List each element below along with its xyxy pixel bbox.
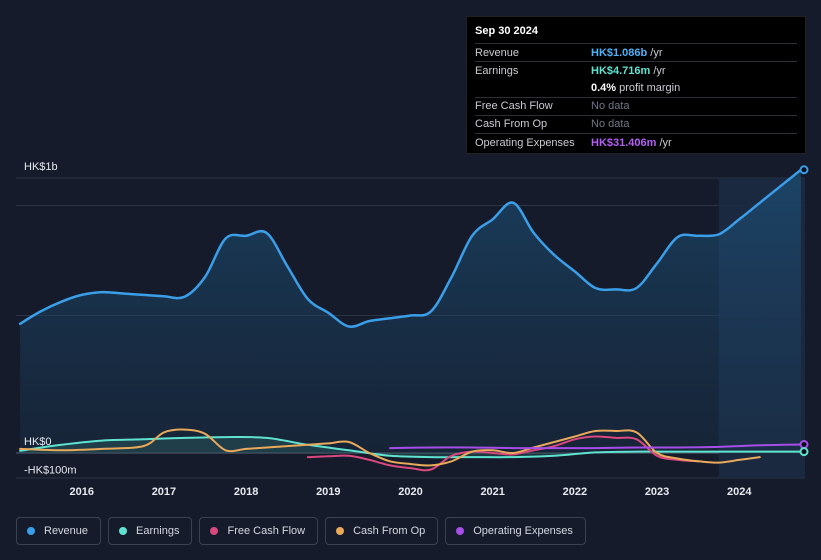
series-layer: [18, 165, 809, 472]
legend-dot-icon: [336, 527, 345, 535]
earnings-end-marker: [799, 447, 809, 457]
y-axis-labels: HK$1b HK$0 -HK$100m: [24, 161, 77, 477]
revenue-end-marker: [799, 165, 809, 175]
revenue-line: [18, 168, 803, 328]
x-tick-label: 2020: [398, 486, 422, 498]
legend-item-operating-expenses[interactable]: Operating Expenses: [445, 517, 586, 545]
revenue-area: [20, 169, 801, 454]
free-cash-flow-line: [306, 435, 700, 472]
y-tick-label: HK$1b: [24, 161, 58, 173]
tooltip-revenue-value: HK$1.086b: [591, 46, 648, 59]
legend-item-revenue[interactable]: Revenue: [16, 517, 102, 545]
tooltip-row-cfo: Cash From Op No data: [475, 114, 797, 133]
operating-expenses-line: [389, 443, 802, 450]
tooltip-row-margin: 0.4% profit margin: [475, 79, 797, 96]
legend-dot-icon: [210, 527, 219, 535]
tooltip-label: Revenue: [475, 46, 520, 59]
legend-label: Operating Expenses: [473, 525, 573, 537]
x-tick-label: 2023: [645, 486, 669, 498]
tooltip-row-earnings: Earnings HK$4.716m /yr: [475, 61, 797, 79]
tooltip-row-opex: Operating Expenses HK$31.406m /yr: [475, 132, 797, 151]
tooltip-label: Operating Expenses: [475, 136, 575, 149]
x-tick-label: 2017: [152, 486, 176, 498]
tooltip-label: Free Cash Flow: [475, 100, 553, 113]
tooltip-date: Sep 30 2024: [475, 25, 538, 37]
tooltip-unit: /yr: [659, 136, 672, 149]
chart-legend: Revenue Earnings Free Cash Flow Cash Fro…: [16, 517, 586, 545]
tooltip-row-revenue: Revenue HK$1.086b /yr: [475, 43, 797, 61]
tooltip-margin-value: 0.4%: [591, 81, 617, 94]
legend-dot-icon: [456, 527, 465, 535]
tooltip-label: Cash From Op: [475, 118, 548, 131]
earnings-line: [19, 436, 802, 459]
y-tick-label: HK$0: [24, 436, 52, 448]
legend-label: Revenue: [44, 525, 89, 537]
x-tick-label: 2022: [563, 486, 587, 498]
tooltip-fcf-value: No data: [591, 100, 630, 113]
x-tick-label: 2021: [480, 486, 504, 498]
tooltip-cfo-value: No data: [591, 118, 630, 131]
legend-dot-icon: [119, 527, 128, 535]
x-tick-label: 2016: [70, 486, 94, 498]
opex-end-marker: [799, 439, 809, 449]
legend-item-free-cash-flow[interactable]: Free Cash Flow: [199, 517, 319, 545]
data-tooltip: Sep 30 2024 Revenue HK$1.086b /yr Earnin…: [466, 16, 806, 154]
legend-label: Cash From Op: [353, 525, 426, 537]
legend-item-earnings[interactable]: Earnings: [108, 517, 193, 545]
x-tick-label: 2024: [727, 486, 752, 498]
tooltip-earnings-value: HK$4.716m: [591, 64, 651, 77]
legend-dot-icon: [27, 527, 35, 535]
legend-label: Free Cash Flow: [227, 525, 306, 537]
x-tick-label: 2018: [234, 486, 258, 498]
x-tick-label: 2019: [316, 486, 340, 498]
tooltip-row-fcf: Free Cash Flow No data: [475, 96, 797, 115]
tooltip-opex-value: HK$31.406m: [591, 136, 657, 149]
legend-item-cash-from-op[interactable]: Cash From Op: [325, 517, 439, 545]
tooltip-label: Earnings: [475, 64, 519, 77]
tooltip-unit: /yr: [653, 64, 666, 77]
legend-label: Earnings: [136, 525, 180, 537]
tooltip-margin-text: profit margin: [619, 81, 681, 94]
tooltip-unit: /yr: [650, 46, 663, 59]
x-axis-labels: 2016 2017 2018 2019 2020 2021 2022 2023 2024: [70, 486, 753, 498]
y-tick-label: -HK$100m: [24, 465, 77, 477]
